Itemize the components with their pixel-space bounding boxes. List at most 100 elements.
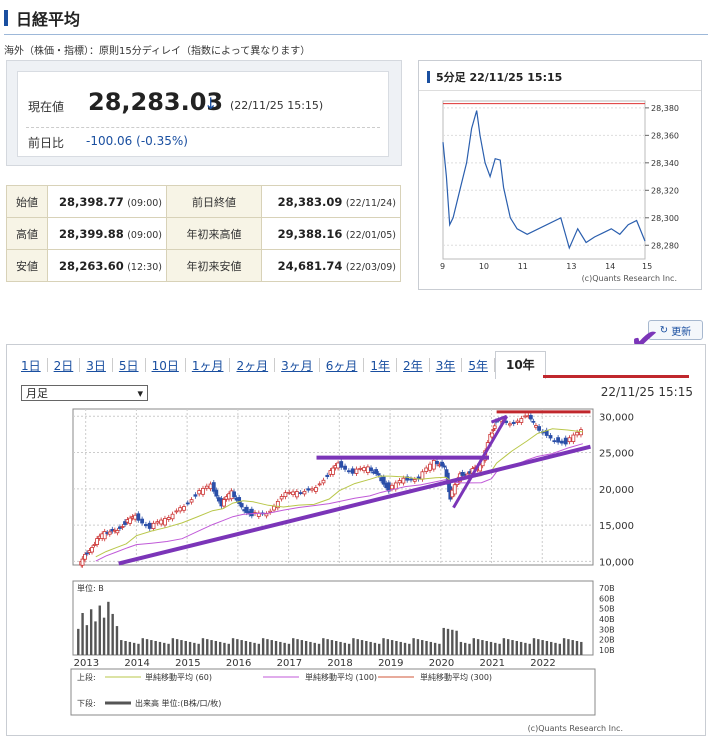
tab-10[interactable]: 1年 xyxy=(370,358,391,373)
volume-bar xyxy=(360,640,364,655)
candle-body xyxy=(115,530,120,534)
x-tick-label: 2021 xyxy=(480,658,505,669)
tab-3[interactable]: 3日 xyxy=(86,358,106,373)
y-tick-label: 30,000 xyxy=(599,412,634,423)
candle-body xyxy=(211,482,216,492)
candle-body xyxy=(214,489,219,497)
candle-body xyxy=(390,484,394,490)
tab-14[interactable]: 10年 xyxy=(494,351,546,379)
volume-bar xyxy=(545,641,549,655)
tab-12[interactable]: 3年 xyxy=(435,358,456,373)
reload-button[interactable]: ↻ 更新 xyxy=(648,320,703,340)
volume-bar xyxy=(507,639,510,655)
table-row: 始値 28,398.77 (09:00) 前日終値 28,383.09 (22/… xyxy=(6,185,401,218)
candle-body xyxy=(204,485,209,489)
tab-9[interactable]: 6ヶ月 xyxy=(325,358,358,373)
candle-body xyxy=(147,522,152,529)
candle-body xyxy=(268,510,273,513)
chart-timestamp: 22/11/25 15:15 xyxy=(600,385,693,399)
candle-body xyxy=(140,518,145,524)
volume-bar xyxy=(201,638,205,655)
stat-value: 29,388.16 (22/01/05) xyxy=(261,217,401,250)
tab-4[interactable]: 5日 xyxy=(118,358,139,373)
volume-bar xyxy=(249,641,252,655)
volume-bar xyxy=(481,640,484,655)
legend-lower-label: 下段: xyxy=(77,698,96,708)
volume-bar xyxy=(494,642,497,655)
volume-bar xyxy=(309,641,312,655)
candle-body xyxy=(343,465,347,470)
volume-bar xyxy=(193,642,196,655)
plot-frame xyxy=(442,100,646,260)
candle-body xyxy=(376,473,381,476)
tab-1[interactable]: 1日 xyxy=(21,358,41,373)
tab-8[interactable]: 3ヶ月 xyxy=(281,358,313,373)
volume-bar xyxy=(266,639,269,655)
candle-body xyxy=(197,490,202,495)
chart-credit: (c)Quants Research Inc. xyxy=(528,724,623,733)
tab-6[interactable]: 1ヶ月 xyxy=(191,358,224,373)
volume-bar xyxy=(227,643,230,655)
candle-body xyxy=(151,522,156,529)
tab-5[interactable]: 10日 xyxy=(151,358,179,373)
candle-body xyxy=(222,499,226,507)
page-title: 日経平均 xyxy=(16,10,81,29)
volume-bar xyxy=(515,641,519,655)
volume-tick-label: 20B xyxy=(599,636,615,645)
candle-body xyxy=(354,468,359,474)
candle-body xyxy=(519,418,524,423)
header-divider xyxy=(4,34,708,35)
stat-value: 28,398.77 (09:00) xyxy=(47,185,167,218)
volume-bar xyxy=(347,643,351,655)
candle-body xyxy=(283,492,288,498)
volume-bar xyxy=(163,642,166,655)
stat-value: 28,399.88 (09:00) xyxy=(47,217,167,250)
tab-11[interactable]: 2年 xyxy=(403,358,423,373)
candle-body xyxy=(123,521,127,525)
long-term-chart: 30,000 25,000 20,000 15,000 10,000 単位: B 70B60… xyxy=(70,408,634,733)
candle-body xyxy=(102,531,107,540)
candle-body xyxy=(552,440,557,443)
volume-bar xyxy=(240,640,243,655)
volume-bar xyxy=(554,642,557,655)
volume-bar xyxy=(498,643,501,655)
candle-body xyxy=(548,435,553,439)
volume-bar xyxy=(111,613,114,655)
volume-bar xyxy=(451,629,454,655)
tab-separator xyxy=(396,358,398,372)
volume-bar xyxy=(429,641,433,655)
candle-body xyxy=(170,513,175,520)
tab-separator xyxy=(274,358,276,372)
x-tick-label: 10 xyxy=(479,262,489,271)
tab-7[interactable]: 2ヶ月 xyxy=(236,358,269,373)
candle-body xyxy=(440,461,444,467)
candle-body xyxy=(264,513,269,517)
price-timestamp: (22/11/25 15:15) xyxy=(230,99,324,112)
candle-body xyxy=(249,508,254,517)
volume-bar xyxy=(322,638,325,655)
candle-body xyxy=(431,459,436,470)
candle-body xyxy=(302,490,307,495)
tab-2[interactable]: 2日 xyxy=(53,358,74,373)
volume-bar xyxy=(274,641,278,655)
tab-13[interactable]: 5年 xyxy=(468,358,488,373)
candle-body xyxy=(534,425,538,428)
y-tick-label: 28,320 xyxy=(651,186,679,195)
row-header: 年初来安値 xyxy=(166,249,262,282)
candle-body xyxy=(362,467,366,472)
reload-label: 更新 xyxy=(671,326,692,338)
period-select[interactable]: 月足 ▾ xyxy=(21,385,148,401)
candle-body xyxy=(442,465,447,468)
candle-body xyxy=(159,519,164,525)
candle-body xyxy=(294,491,299,498)
candle-body xyxy=(424,467,429,472)
y-tick-label: 25,000 xyxy=(599,449,634,460)
tab-separator xyxy=(428,358,430,372)
table-row: 高値 28,399.88 (09:00) 年初来高値 29,388.16 (22… xyxy=(6,217,401,250)
volume-bar xyxy=(98,605,101,655)
candle-body xyxy=(358,467,363,470)
volume-bar xyxy=(390,640,394,655)
period-tabs: 1日 2日 3日 5日 10日 1ヶ月 2ヶ月 3ヶ月 6ヶ月 1年 2年 3年 5年 10年 xyxy=(15,351,697,379)
y-tick-label: 15,000 xyxy=(599,521,634,532)
x-tick-label: 2022 xyxy=(530,658,555,669)
